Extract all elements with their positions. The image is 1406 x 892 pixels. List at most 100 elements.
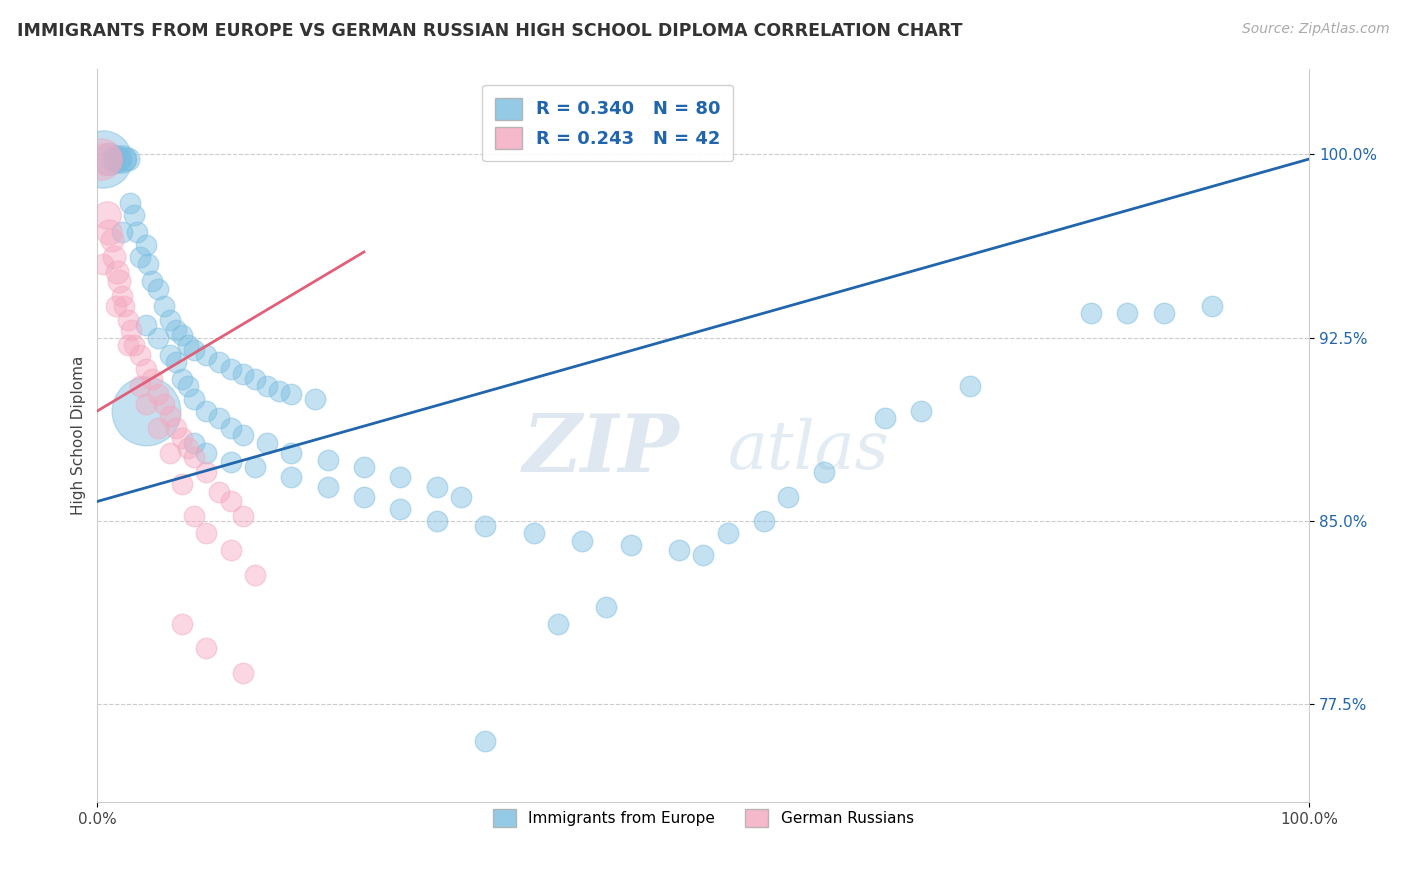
Point [256, 379, 278, 393]
Point [207, 484, 229, 499]
Text: ZIP: ZIP [522, 411, 679, 489]
Point [153, 299, 176, 313]
Point [104, 299, 127, 313]
Point [135, 396, 157, 410]
Point [146, 282, 169, 296]
Point [165, 421, 187, 435]
Point [523, 526, 546, 541]
Point [232, 665, 254, 680]
Point [177, 441, 200, 455]
Point [692, 548, 714, 562]
Point [959, 379, 981, 393]
Point [195, 404, 218, 418]
Point [426, 514, 449, 528]
Point [135, 362, 157, 376]
Point [219, 455, 242, 469]
Point [207, 411, 229, 425]
Point [668, 543, 690, 558]
Point [219, 543, 242, 558]
Point [243, 460, 266, 475]
Point [426, 480, 449, 494]
Point [910, 404, 932, 418]
Point [595, 599, 617, 614]
Point [183, 450, 205, 465]
Point [146, 330, 169, 344]
Point [135, 237, 157, 252]
Point [172, 372, 194, 386]
Point [104, 152, 127, 166]
Point [159, 348, 181, 362]
Point [1116, 306, 1139, 320]
Point [177, 379, 200, 393]
Point [1153, 306, 1175, 320]
Point [93, 257, 115, 271]
Point [280, 386, 302, 401]
Point [177, 338, 200, 352]
Point [353, 460, 375, 475]
Point [110, 226, 132, 240]
Point [135, 318, 157, 333]
Point [183, 509, 205, 524]
Point [120, 196, 142, 211]
Point [316, 453, 339, 467]
Legend: Immigrants from Europe, German Russians: Immigrants from Europe, German Russians [485, 801, 921, 835]
Point [117, 152, 139, 166]
Point [813, 465, 835, 479]
Point [108, 274, 131, 288]
Point [117, 338, 139, 352]
Point [316, 480, 339, 494]
Point [195, 641, 218, 656]
Point [108, 152, 131, 166]
Point [195, 445, 218, 459]
Point [183, 392, 205, 406]
Point [219, 362, 242, 376]
Point [128, 250, 150, 264]
Point [135, 404, 157, 418]
Point [716, 526, 738, 541]
Point [120, 323, 142, 337]
Point [172, 616, 194, 631]
Point [778, 490, 800, 504]
Point [619, 538, 641, 552]
Point [450, 490, 472, 504]
Point [136, 257, 159, 271]
Point [232, 428, 254, 442]
Point [219, 421, 242, 435]
Point [172, 477, 194, 491]
Point [183, 435, 205, 450]
Point [98, 152, 121, 166]
Point [122, 208, 145, 222]
Point [90, 152, 112, 166]
Point [98, 226, 121, 240]
Point [114, 152, 136, 166]
Point [153, 396, 176, 410]
Point [280, 470, 302, 484]
Text: IMMIGRANTS FROM EUROPE VS GERMAN RUSSIAN HIGH SCHOOL DIPLOMA CORRELATION CHART: IMMIGRANTS FROM EUROPE VS GERMAN RUSSIAN… [17, 22, 962, 40]
Point [159, 313, 181, 327]
Point [146, 386, 169, 401]
Point [243, 567, 266, 582]
Point [93, 152, 115, 166]
Point [159, 409, 181, 423]
Point [195, 465, 218, 479]
Point [269, 384, 291, 399]
Point [172, 431, 194, 445]
Point [165, 355, 187, 369]
Point [195, 526, 218, 541]
Text: Source: ZipAtlas.com: Source: ZipAtlas.com [1241, 22, 1389, 37]
Point [127, 226, 149, 240]
Point [110, 289, 132, 303]
Point [304, 392, 326, 406]
Point [207, 355, 229, 369]
Point [146, 421, 169, 435]
Point [112, 299, 135, 313]
Point [280, 445, 302, 459]
Point [110, 152, 132, 166]
Point [141, 274, 163, 288]
Point [93, 152, 115, 166]
Point [389, 501, 412, 516]
Point [96, 208, 118, 222]
Point [873, 411, 896, 425]
Y-axis label: High School Diploma: High School Diploma [72, 356, 86, 515]
Point [183, 343, 205, 357]
